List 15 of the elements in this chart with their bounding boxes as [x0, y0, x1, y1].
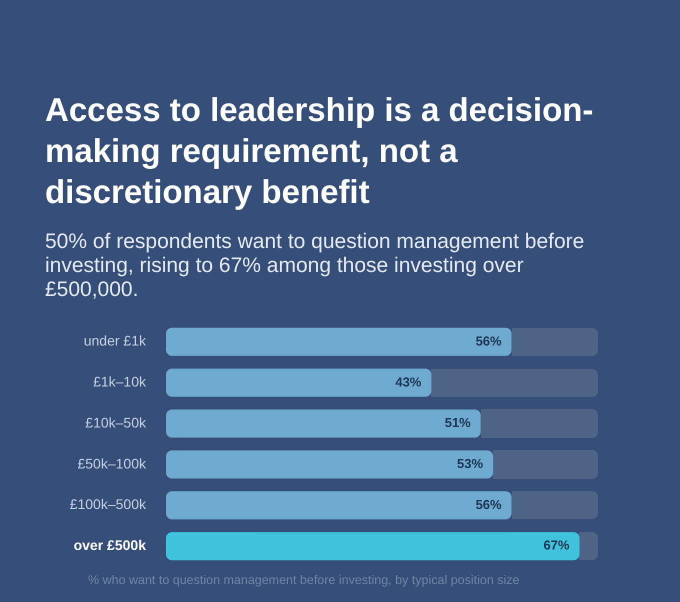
data-label: 67%	[543, 538, 570, 553]
chart-subtitle: 50% of respondents want to question management before investing, rising to 67% among those investing over £500,000.	[45, 230, 586, 302]
y-tick-label: over £500k	[74, 537, 146, 554]
chart-title: Access to leadership is a decision-making requirement, not a discretionary benefit	[45, 90, 594, 212]
data-label: 51%	[444, 415, 472, 430]
y-tick-label: £1k–10k	[93, 374, 147, 390]
y-tick-label: £100k–500k	[70, 496, 147, 512]
data-label: 43%	[395, 374, 422, 390]
data-label: 56%	[476, 333, 502, 348]
data-label: 56%	[476, 496, 502, 512]
text: % who want to question management before investing, by typical position size	[88, 573, 520, 587]
y-tick-label: under £1k	[84, 332, 147, 349]
y-tick-label: £50k–100k	[77, 455, 147, 472]
data-label: 53%	[457, 456, 484, 472]
y-tick-label: £10k–50k	[85, 414, 147, 430]
